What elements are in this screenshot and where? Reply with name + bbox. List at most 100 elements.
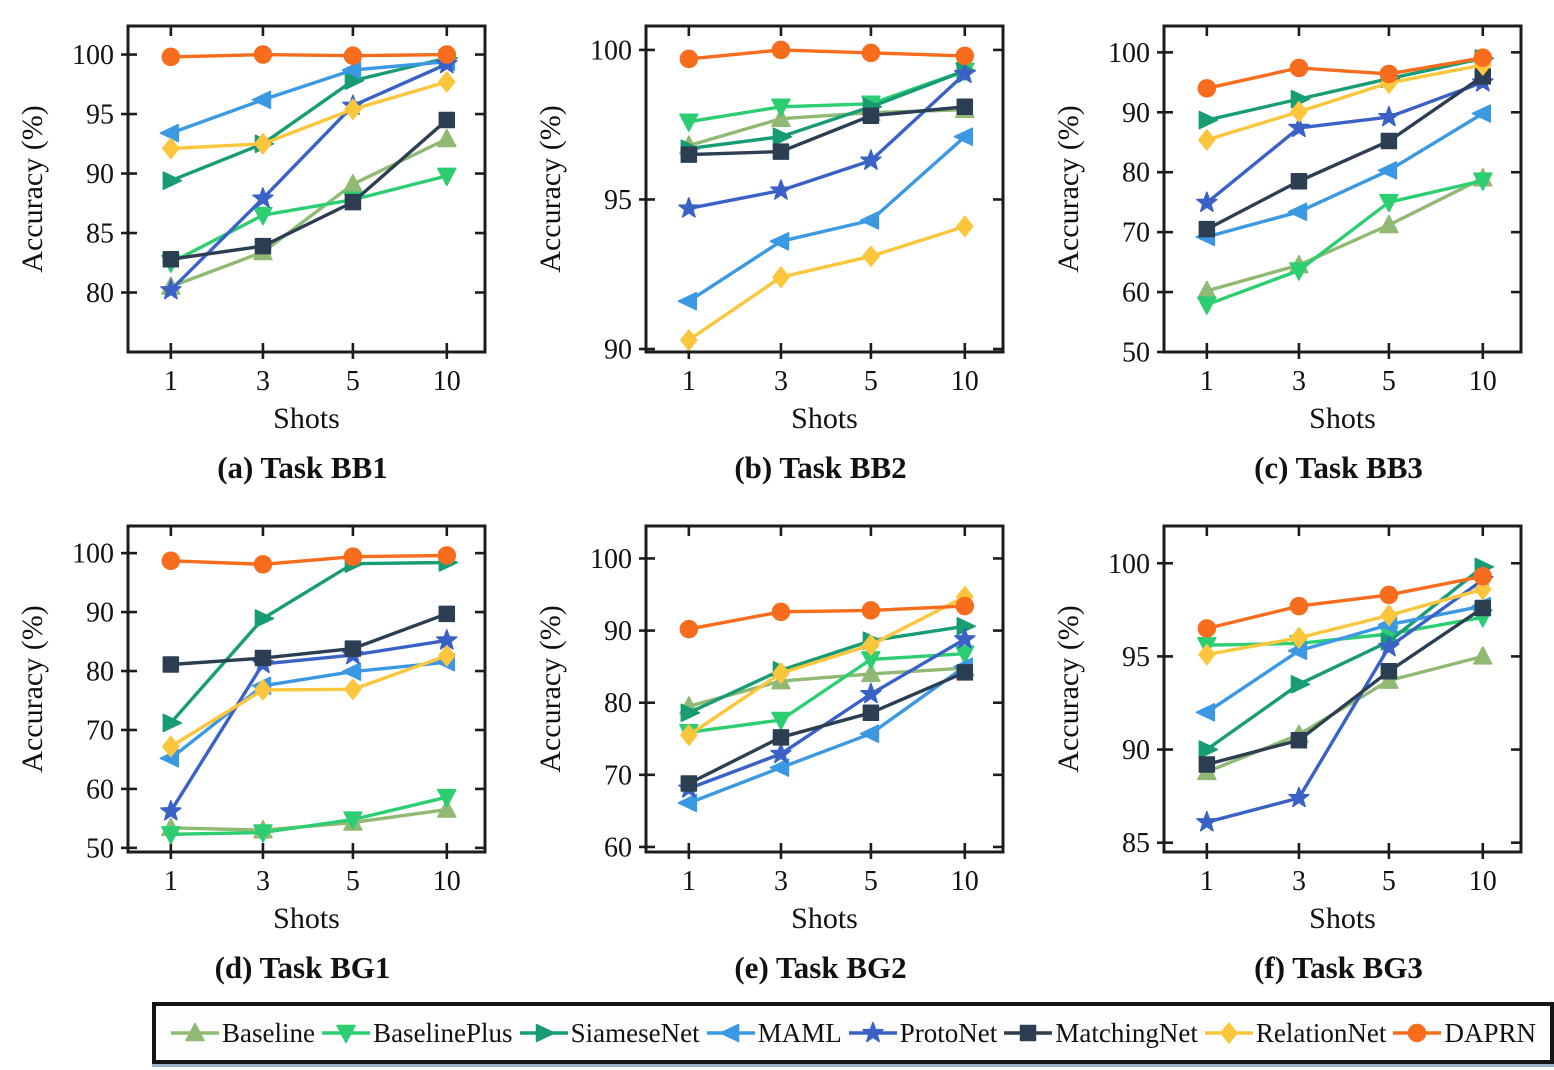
svg-text:10: 10 [951,866,979,897]
chart-task-bb2: 90 95 100 1 3 5 10 Shots Accuracy (%) [534,24,1005,434]
svg-text:50: 50 [86,833,114,864]
legend-item-daprn: DAPRN [1392,1018,1536,1049]
svg-text:90: 90 [86,159,114,190]
svg-text:3: 3 [1292,366,1306,397]
svg-text:95: 95 [1122,642,1150,673]
svg-text:Accuracy (%): Accuracy (%) [1052,105,1085,272]
legend-label: DAPRN [1444,1017,1536,1048]
chart-caption-b: (b) Task BB2 [734,450,907,485]
svg-text:95: 95 [604,185,632,216]
chart-task-bb1: 80 85 90 95 100 1 3 5 10 Shots Accuracy (%) [16,24,487,434]
svg-text:5: 5 [346,366,360,397]
svg-text:Shots: Shots [273,902,340,934]
legend-label: RelationNet [1255,1017,1387,1048]
square-marker-icon [1004,1024,1053,1042]
svg-text:90: 90 [1122,98,1150,129]
svg-text:70: 70 [604,760,632,791]
svg-text:5: 5 [346,866,360,897]
chart-caption-e: (e) Task BG2 [734,950,907,985]
chart-caption-f: (f) Task BG3 [1254,950,1423,985]
chart-task-bg1: 50 60 70 80 90 100 1 3 5 10 Shots Accuracy (%) [16,524,487,934]
svg-text:Shots: Shots [791,402,858,434]
triangle-left-marker-icon [706,1023,755,1043]
svg-text:Accuracy (%): Accuracy (%) [534,605,567,772]
svg-text:100: 100 [72,539,114,570]
svg-text:50: 50 [1122,338,1150,369]
star-marker-icon [848,1021,897,1043]
svg-text:70: 70 [86,715,114,746]
legend-item-maml: MAML [706,1018,842,1049]
legend: Baseline BaselinePlus SiameseNet MAML ProtoN… [152,1002,1554,1064]
legend-item-protonet: ProtoNet [848,1017,998,1049]
svg-text:3: 3 [256,366,270,397]
legend-item-baseline: Baseline [170,1018,315,1049]
svg-text:60: 60 [86,774,114,805]
svg-text:1: 1 [682,366,696,397]
legend-label: BaselinePlus [373,1017,513,1048]
legend-item-baselineplus: BaselinePlus [321,1018,513,1049]
svg-text:80: 80 [86,657,114,688]
chart-cell-task-bg1: 50 60 70 80 90 100 1 3 5 10 Shots Accuracy (%) (d) … [0,500,518,1000]
svg-text:100: 100 [72,40,114,71]
svg-text:95: 95 [86,100,114,131]
svg-text:3: 3 [256,866,270,897]
svg-text:Shots: Shots [1309,902,1376,934]
svg-text:80: 80 [1122,158,1150,189]
svg-text:Accuracy (%): Accuracy (%) [16,605,49,772]
chart-cell-task-bg3: 85 90 95 100 1 3 5 10 Shots Accuracy (%) (f) Task… [1036,500,1554,1000]
svg-text:5: 5 [864,866,878,897]
svg-text:5: 5 [1382,866,1396,897]
svg-text:Accuracy (%): Accuracy (%) [16,105,49,272]
svg-text:5: 5 [1382,366,1396,397]
legend-label: MAML [757,1017,842,1048]
svg-text:10: 10 [433,866,461,897]
svg-text:90: 90 [604,616,632,647]
svg-text:60: 60 [604,832,632,863]
svg-text:60: 60 [1122,278,1150,309]
triangle-down-marker-icon [322,1024,371,1044]
svg-text:85: 85 [86,219,114,250]
svg-text:Shots: Shots [273,402,340,434]
svg-text:5: 5 [864,366,878,397]
chart-task-bg3: 85 90 95 100 1 3 5 10 Shots Accuracy (%) [1052,524,1523,934]
chart-cell-task-bb1: 80 85 90 95 100 1 3 5 10 Shots Accuracy (%) (a) Ta… [0,0,518,500]
svg-text:Accuracy (%): Accuracy (%) [1052,605,1085,772]
svg-text:10: 10 [1469,366,1497,397]
svg-text:10: 10 [433,366,461,397]
svg-text:1: 1 [164,866,178,897]
chart-task-bb3: 50 60 70 80 90 100 1 3 5 10 Shots Accuracy (%) [1052,24,1523,434]
svg-text:Shots: Shots [791,902,858,934]
chart-cell-task-bb2: 90 95 100 1 3 5 10 Shots Accuracy (%) (b) Task B… [518,0,1036,500]
triangle-right-marker-icon [519,1023,568,1043]
svg-text:Accuracy (%): Accuracy (%) [534,105,567,272]
chart-grid: 80 85 90 95 100 1 3 5 10 Shots Accuracy (%) (a) Ta… [0,0,1554,1000]
chart-task-bg2: 60 70 80 90 100 1 3 5 10 Shots Accuracy (%) [534,524,1005,934]
chart-caption-d: (d) Task BG1 [214,950,391,985]
svg-text:10: 10 [951,366,979,397]
svg-text:90: 90 [86,598,114,629]
svg-text:3: 3 [1292,866,1306,897]
circle-marker-icon [1393,1023,1442,1043]
svg-text:80: 80 [604,688,632,719]
legend-label: ProtoNet [899,1017,998,1048]
legend-label: MatchingNet [1055,1017,1198,1048]
svg-text:100: 100 [590,544,632,575]
svg-text:1: 1 [1200,366,1214,397]
svg-text:3: 3 [774,866,788,897]
svg-text:80: 80 [86,278,114,309]
svg-text:1: 1 [682,866,696,897]
chart-cell-task-bg2: 60 70 80 90 100 1 3 5 10 Shots Accuracy (%) (e) Ta… [518,500,1036,1000]
svg-text:100: 100 [1108,38,1150,69]
svg-text:100: 100 [1108,549,1150,580]
svg-text:Shots: Shots [1309,402,1376,434]
legend-label: SiameseNet [570,1017,700,1048]
svg-text:90: 90 [1122,735,1150,766]
chart-cell-task-bb3: 50 60 70 80 90 100 1 3 5 10 Shots Accuracy (%) (c) … [1036,0,1554,500]
triangle-up-marker-icon [171,1022,219,1042]
svg-text:100: 100 [590,35,632,66]
svg-text:85: 85 [1122,828,1150,859]
svg-text:1: 1 [164,366,178,397]
legend-item-matchingnet: MatchingNet [1003,1017,1198,1049]
svg-text:1: 1 [1200,866,1214,897]
diamond-marker-icon [1204,1022,1253,1044]
